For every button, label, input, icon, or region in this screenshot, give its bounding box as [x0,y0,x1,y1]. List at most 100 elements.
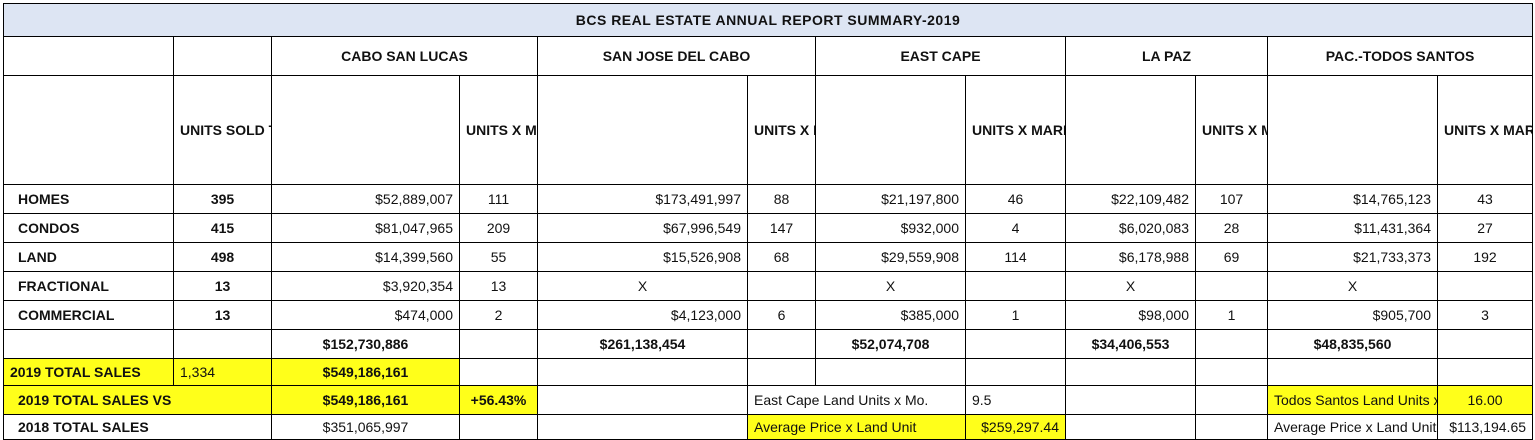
units-x-market-header: UNITS X MARKET [965,75,1066,185]
ec-avg-price-value: $259,297.44 [965,414,1066,440]
market-east-cape: EAST CAPE [815,36,1066,76]
empty-cell [271,75,460,185]
total-sales-2019-row: 2019 TOTAL SALES 1,334 $549,186,161 [3,358,1534,386]
change-percent: +56.43% [459,385,538,415]
ts-units: 43 [1436,184,1534,214]
csl-total: $152,730,886 [271,329,460,359]
market-la-paz: LA PAZ [1065,36,1268,76]
table-row: LAND 498 $14,399,560 55 $15,526,908 68 $… [3,242,1534,272]
empty-cell [747,358,816,386]
sjd-units [747,271,816,301]
ec-amount: $385,000 [815,300,966,330]
empty-cell [459,329,538,359]
empty-cell [1065,358,1196,386]
ts-amount: $11,431,364 [1267,213,1438,243]
ts-land-units-value: 16.00 [1436,385,1534,415]
sjd-units: 6 [747,300,816,330]
ts-avg-price-value: $113,194.65 [1436,414,1534,440]
units-x-market-header: UNITS X MARKET [1195,75,1268,185]
report-sheet: BCS REAL ESTATE ANNUAL REPORT SUMMARY-20… [2,3,1534,440]
ec-units: 1 [965,300,1066,330]
sjd-total: $261,138,454 [537,329,748,359]
empty-cell [537,385,748,415]
sjd-units: 147 [747,213,816,243]
ec-avg-price-label: Average Price x Land Unit [747,414,966,440]
ec-units: 46 [965,184,1066,214]
lp-amount: $22,109,482 [1065,184,1196,214]
units-sold-total-header: UNITS SOLD TOTAL [173,75,272,185]
ec-units: 114 [965,242,1066,272]
table-row: COMMERCIAL 13 $474,000 2 $4,123,000 6 $3… [3,300,1534,330]
ts-amount: $14,765,123 [1267,184,1438,214]
empty-cell [1065,385,1196,415]
ts-amount: $21,733,373 [1267,242,1438,272]
empty-cell [3,75,174,185]
ts-units: 27 [1436,213,1534,243]
ec-land-units-label: East Cape Land Units x Mo. [747,385,966,415]
empty-cell [1065,75,1196,185]
empty-cell [173,329,272,359]
empty-cell [815,358,966,386]
lp-total: $34,406,553 [1065,329,1196,359]
csl-amount: $14,399,560 [271,242,460,272]
market-san-jose-del-cabo: SAN JOSE DEL CABO [537,36,816,76]
csl-units: 2 [459,300,538,330]
lp-amount: $6,178,988 [1065,242,1196,272]
lp-units [1195,271,1268,301]
ts-units: 3 [1436,300,1534,330]
sjd-amount: $4,123,000 [537,300,748,330]
ts-total: $48,835,560 [1267,329,1438,359]
row-label: FRACTIONAL [3,271,174,301]
csl-amount: $474,000 [271,300,460,330]
empty-cell [965,329,1066,359]
lp-amount: X [1065,271,1196,301]
market-cabo-san-lucas: CABO SAN LUCAS [271,36,538,76]
table-row: FRACTIONAL 13 $3,920,354 13 X X X X [3,271,1534,301]
lp-units: 28 [1195,213,1268,243]
csl-amount: $3,920,354 [271,271,460,301]
sjd-amount: X [537,271,748,301]
ec-amount: $21,197,800 [815,184,966,214]
empty-cell [1436,358,1534,386]
ec-land-units-value: 9.5 [965,385,1066,415]
csl-amount: $52,889,007 [271,184,460,214]
empty-cell [1195,358,1268,386]
lp-units: 1 [1195,300,1268,330]
lp-units: 107 [1195,184,1268,214]
vs-amount: $549,186,161 [271,385,460,415]
csl-units: 111 [459,184,538,214]
csl-units: 13 [459,271,538,301]
table-row: HOMES 395 $52,889,007 111 $173,491,997 8… [3,184,1534,214]
units-x-market-header: UNITS X MARKET [747,75,816,185]
csl-amount: $81,047,965 [271,213,460,243]
units-sold: 498 [173,242,272,272]
market-totals-row: $152,730,886 $261,138,454 $52,074,708 $3… [3,329,1534,359]
ts-units: 192 [1436,242,1534,272]
units-sold: 395 [173,184,272,214]
ts-amount: $905,700 [1267,300,1438,330]
empty-cell [1195,385,1268,415]
total-units-2019: 1,334 [173,358,272,386]
sjd-amount: $15,526,908 [537,242,748,272]
ec-units: 4 [965,213,1066,243]
row-label: LAND [3,242,174,272]
comparison-row: 2019 TOTAL SALES VS $549,186,161 +56.43%… [3,385,1534,415]
sales-2018-amount: $351,065,997 [271,414,460,440]
empty-cell [747,329,816,359]
empty-cell [537,75,748,185]
sales-2018-label: 2018 TOTAL SALES [3,414,272,440]
empty-cell [1267,75,1438,185]
csl-units: 55 [459,242,538,272]
vs-label: 2019 TOTAL SALES VS [3,385,272,415]
ec-amount: $932,000 [815,213,966,243]
empty-cell [1195,329,1268,359]
ts-amount: X [1267,271,1438,301]
sales-2018-row: 2018 TOTAL SALES $351,065,997 Average Pr… [3,414,1534,440]
market-todos-santos: PAC.-TODOS SANTOS [1266,36,1534,76]
empty-cell [815,75,966,185]
units-sold: 13 [173,300,272,330]
summary-table: BCS REAL ESTATE ANNUAL REPORT SUMMARY-20… [2,3,1534,440]
empty-cell [1065,414,1196,440]
ec-amount: X [815,271,966,301]
lp-amount: $98,000 [1065,300,1196,330]
